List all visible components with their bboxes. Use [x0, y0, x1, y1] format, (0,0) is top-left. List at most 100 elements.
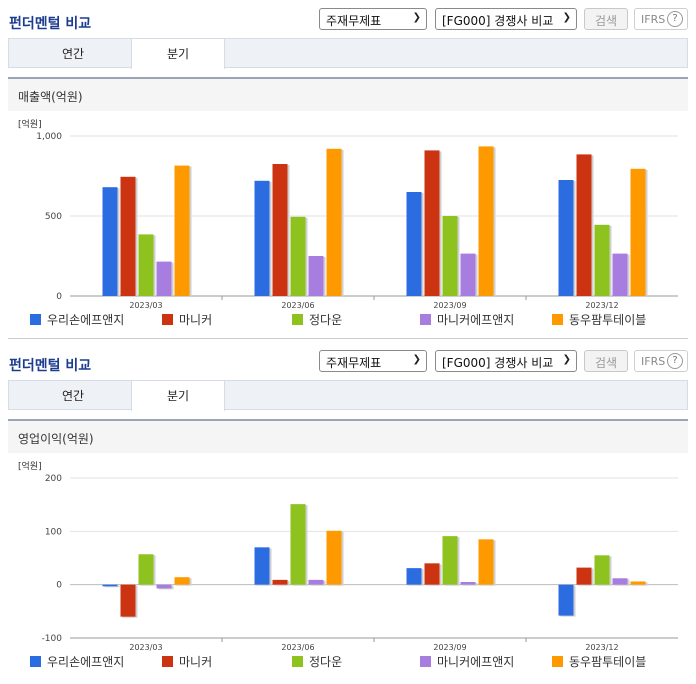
bar	[138, 234, 154, 296]
revenue-chart-svg: [억원] 0 500 1,000 2023/03 2023/06 2023/09 2023/1…	[18, 118, 678, 327]
x-tick-label: 2023/12	[585, 643, 618, 652]
legend-label: 마니커에프앤지	[437, 313, 514, 327]
search-button[interactable]: 검색	[584, 8, 628, 30]
bar	[460, 582, 476, 585]
ifrs-label: IFRS	[641, 13, 666, 26]
bar	[174, 165, 190, 296]
legend-swatch	[292, 314, 303, 325]
section-divider	[8, 419, 688, 421]
legend-swatch	[30, 656, 41, 667]
bar	[102, 187, 118, 296]
bar	[424, 150, 440, 296]
period-tabs: 연간 분기	[8, 38, 688, 69]
bar	[442, 536, 458, 585]
bar	[558, 180, 574, 296]
x-tick-label: 2023/09	[433, 643, 466, 652]
fundamental-panel-revenue: 펀더멘털 비교 주재무제표 ❯ [FG000] 경쟁사 비교 ❯ 검색 IFRS? …	[0, 0, 696, 340]
x-tick-label: 2023/06	[281, 301, 314, 310]
bar	[594, 555, 610, 585]
legend-swatch	[420, 656, 431, 667]
bar-shadow	[104, 585, 120, 588]
bar	[612, 253, 628, 296]
tab-quarterly[interactable]: 분기	[131, 381, 225, 411]
legend-swatch	[552, 656, 563, 667]
legend-label: 정다운	[309, 655, 342, 669]
bar	[478, 146, 494, 296]
y-tick-label: 500	[45, 212, 62, 222]
bar	[406, 568, 422, 585]
statement-type-value: 주재무제표	[326, 14, 382, 28]
bar	[442, 216, 458, 296]
legend-label: 마니커	[179, 655, 212, 669]
statement-type-select[interactable]: 주재무제표 ❯	[319, 350, 427, 372]
unit-label: [억원]	[18, 460, 42, 472]
ifrs-label: IFRS	[641, 355, 666, 368]
bar	[326, 148, 342, 296]
x-tick-label: 2023/03	[129, 301, 162, 310]
bar	[612, 578, 628, 585]
chevron-down-icon: ❯	[412, 354, 421, 365]
fundamental-panel-operating-profit: 펀더멘털 비교 주재무제표 ❯ [FG000] 경쟁사 비교 ❯ 검색 IFRS? …	[0, 342, 696, 684]
x-tick-label: 2023/06	[281, 643, 314, 652]
bar	[424, 563, 440, 585]
legend-swatch	[162, 314, 173, 325]
panel-header: 펀더멘털 비교 주재무제표 ❯ [FG000] 경쟁사 비교 ❯ 검색 IFRS?	[0, 342, 696, 380]
peer-group-value: [FG000] 경쟁사 비교	[442, 356, 554, 370]
chevron-down-icon: ❯	[562, 354, 571, 365]
operating-profit-chart-svg: [억원] -100 0 100 200 2023/03 2023/06 2023/09 2023…	[18, 460, 678, 669]
bar	[120, 176, 136, 296]
ifrs-button[interactable]: IFRS?	[634, 8, 688, 30]
x-tick-label: 2023/09	[433, 301, 466, 310]
tab-annual[interactable]: 연간	[61, 47, 85, 61]
panel-bottom-border	[8, 338, 688, 339]
y-tick-label: -100	[42, 634, 63, 644]
x-tick-label: 2023/03	[129, 643, 162, 652]
help-icon[interactable]: ?	[667, 11, 683, 27]
peer-group-select[interactable]: [FG000] 경쟁사 비교 ❯	[435, 8, 577, 30]
legend-swatch	[292, 656, 303, 667]
peer-group-select[interactable]: [FG000] 경쟁사 비교 ❯	[435, 350, 577, 372]
chevron-down-icon: ❯	[412, 12, 421, 23]
bar	[630, 581, 646, 585]
bar	[576, 154, 592, 296]
metric-title: 영업이익(억원)	[18, 432, 94, 446]
bar	[594, 224, 610, 296]
y-tick-label: 0	[56, 292, 62, 302]
legend-swatch	[420, 314, 431, 325]
bar	[120, 584, 136, 617]
tab-annual[interactable]: 연간	[61, 389, 85, 403]
panel-header: 펀더멘털 비교 주재무제표 ❯ [FG000] 경쟁사 비교 ❯ 검색 IFRS?	[0, 0, 696, 38]
search-button[interactable]: 검색	[584, 350, 628, 372]
help-icon[interactable]: ?	[667, 353, 683, 369]
bar	[156, 584, 172, 589]
bar	[290, 216, 306, 296]
legend-label: 우리손에프앤지	[47, 655, 124, 669]
section-divider	[8, 77, 688, 79]
bar	[138, 554, 154, 585]
metric-header: 매출액(억원)	[8, 79, 688, 111]
bar	[254, 547, 270, 585]
x-tick-label: 2023/12	[585, 301, 618, 310]
legend-label: 마니커에프앤지	[437, 655, 514, 669]
bar	[406, 192, 422, 296]
legend-swatch	[30, 314, 41, 325]
bar	[174, 577, 190, 585]
panel-title: 펀더멘털 비교	[9, 16, 92, 32]
bar	[102, 584, 118, 587]
bar	[308, 579, 324, 585]
statement-type-select[interactable]: 주재무제표 ❯	[319, 8, 427, 30]
unit-label: [억원]	[18, 118, 42, 130]
bar	[308, 256, 324, 296]
ifrs-button[interactable]: IFRS?	[634, 350, 688, 372]
legend-label: 정다운	[309, 313, 342, 327]
metric-title: 매출액(억원)	[18, 90, 83, 104]
chevron-down-icon: ❯	[562, 12, 571, 23]
y-tick-label: 1,000	[36, 132, 62, 142]
statement-type-value: 주재무제표	[326, 356, 382, 370]
tab-quarterly[interactable]: 분기	[131, 39, 225, 69]
legend-swatch	[162, 656, 173, 667]
bar	[254, 180, 270, 296]
revenue-chart: [억원] 0 500 1,000 2023/03 2023/06 2023/09 2023/1…	[8, 114, 688, 339]
bar	[272, 164, 288, 296]
bar	[272, 579, 288, 585]
